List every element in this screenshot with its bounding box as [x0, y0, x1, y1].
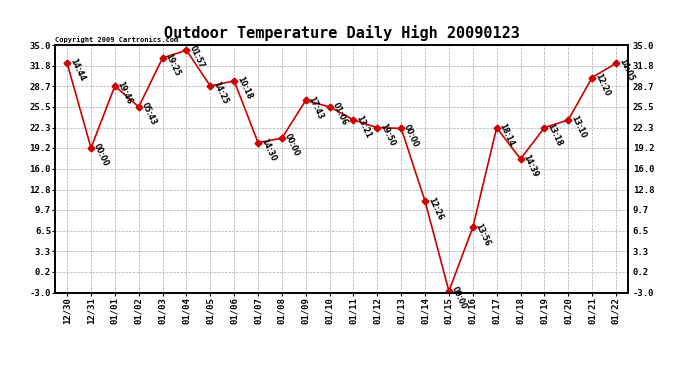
- Text: 19:25: 19:25: [164, 52, 182, 78]
- Text: 17:43: 17:43: [307, 94, 325, 120]
- Text: 19:50: 19:50: [378, 122, 397, 147]
- Text: 13:18: 13:18: [545, 122, 564, 148]
- Text: 12:26: 12:26: [426, 196, 444, 221]
- Text: 13:10: 13:10: [569, 114, 588, 140]
- Title: Outdoor Temperature Daily High 20090123: Outdoor Temperature Daily High 20090123: [164, 25, 520, 41]
- Text: 14:44: 14:44: [68, 57, 86, 83]
- Text: 05:43: 05:43: [139, 101, 158, 127]
- Text: 01:57: 01:57: [188, 45, 206, 70]
- Text: 00:00: 00:00: [450, 285, 469, 311]
- Text: 13:56: 13:56: [474, 222, 492, 247]
- Text: 18:14: 18:14: [497, 122, 516, 148]
- Text: 01:06: 01:06: [331, 101, 349, 127]
- Text: Copyright 2009 Cartronics.com: Copyright 2009 Cartronics.com: [55, 36, 179, 42]
- Text: 10:18: 10:18: [235, 75, 253, 101]
- Text: 14:05: 14:05: [617, 57, 635, 83]
- Text: 13:21: 13:21: [355, 114, 373, 140]
- Text: 14:30: 14:30: [259, 137, 277, 163]
- Text: 19:46: 19:46: [116, 80, 134, 106]
- Text: 00:00: 00:00: [283, 132, 302, 158]
- Text: 00:00: 00:00: [92, 142, 110, 168]
- Text: 00:00: 00:00: [402, 123, 420, 148]
- Text: 12:20: 12:20: [593, 72, 611, 98]
- Text: 14:25: 14:25: [211, 80, 230, 106]
- Text: 14:39: 14:39: [522, 153, 540, 179]
